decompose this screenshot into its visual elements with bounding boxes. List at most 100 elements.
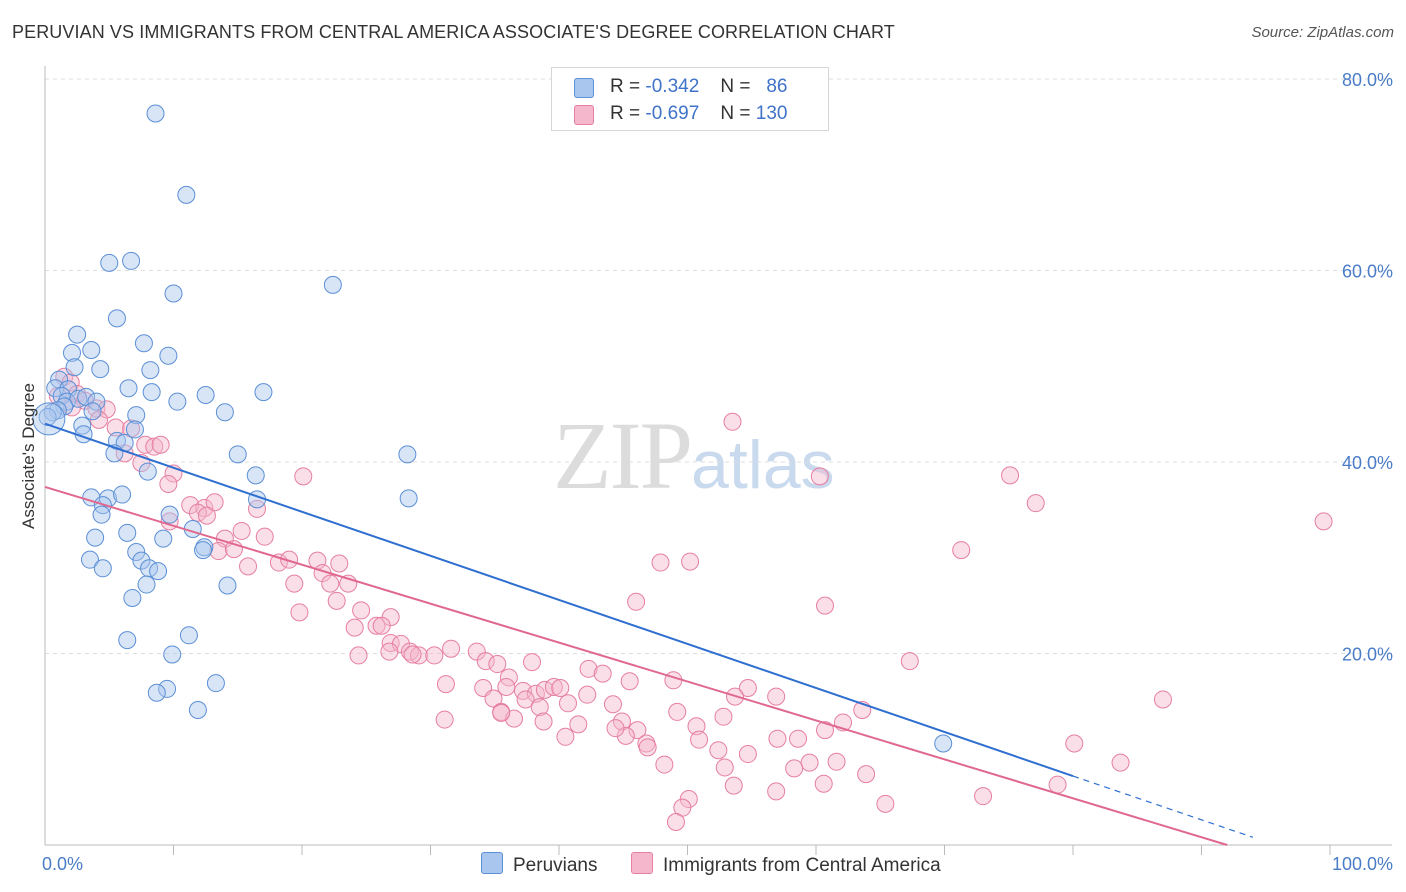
data-point-immigrants: [484, 689, 503, 708]
data-point-immigrants: [690, 730, 709, 749]
data-point-immigrants: [285, 574, 304, 593]
y-tick-label: 20.0%: [1342, 645, 1393, 665]
data-point-immigrants: [709, 741, 728, 760]
data-point-peruvians: [69, 389, 88, 408]
data-point-peruvians: [83, 402, 102, 421]
data-point-peruvians: [132, 551, 151, 570]
data-point-peruvians: [159, 346, 178, 365]
data-point-peruvians: [91, 360, 110, 379]
data-point-immigrants: [612, 712, 631, 731]
data-point-immigrants: [197, 506, 216, 525]
legend-n-value: 86: [766, 76, 788, 97]
data-point-peruvians: [160, 505, 179, 524]
data-point-immigrants: [578, 685, 597, 704]
data-point-immigrants: [294, 467, 313, 486]
data-point-immigrants: [425, 646, 444, 665]
data-point-immigrants: [579, 659, 598, 678]
data-point-peruvians: [68, 325, 87, 344]
data-point-immigrants: [151, 435, 170, 454]
data-point-immigrants: [97, 400, 116, 419]
data-point-peruvians: [138, 462, 157, 481]
data-point-peruvians: [323, 275, 342, 294]
data-point-peruvians: [934, 734, 953, 753]
data-point-immigrants: [409, 646, 428, 665]
data-point-peruvians: [62, 343, 81, 362]
data-point-immigrants: [1001, 466, 1020, 485]
data-point-peruvians: [218, 576, 237, 595]
data-point-peruvians: [134, 334, 153, 353]
data-point-immigrants: [738, 745, 757, 764]
data-point-peruvians: [87, 392, 106, 411]
data-point-immigrants: [136, 435, 155, 454]
legend-n-label: N =: [720, 103, 751, 124]
data-point-immigrants: [606, 719, 625, 738]
data-point-immigrants: [628, 721, 647, 740]
data-point-immigrants: [205, 493, 224, 512]
trend-line-peruvians-extension: [1072, 775, 1254, 838]
bottom-legend-immigrants: Immigrants from Central America: [631, 852, 941, 877]
data-point-immigrants: [876, 794, 895, 813]
data-point-immigrants: [767, 782, 786, 801]
data-point-immigrants: [715, 758, 734, 777]
x-tick-label-min: 0.0%: [42, 854, 83, 874]
data-point-immigrants: [664, 671, 683, 690]
data-point-immigrants: [952, 541, 971, 560]
legend-n-value: 130: [755, 103, 788, 124]
data-point-peruvians: [149, 562, 168, 581]
data-point-peruvians: [92, 505, 111, 524]
data-point-peruvians: [188, 700, 207, 719]
data-point-immigrants: [681, 552, 700, 571]
data-point-peruvians: [123, 588, 142, 607]
data-point-peruvians: [228, 445, 247, 464]
data-point-immigrants: [159, 475, 178, 494]
data-point-peruvians: [107, 309, 126, 328]
data-point-immigrants: [1065, 734, 1084, 753]
data-point-peruvians: [46, 379, 65, 398]
data-point-peruvians: [82, 340, 101, 359]
data-point-peruvians: [127, 406, 146, 425]
legend-r-label: R =: [610, 76, 641, 97]
data-point-immigrants: [738, 678, 757, 697]
data-point-peruvians: [246, 466, 265, 485]
y-axis-label: Associate's Degree: [19, 383, 38, 529]
bottom-legend-swatch-blue: [481, 852, 503, 874]
data-point-peruvians: [168, 392, 187, 411]
data-point-immigrants: [857, 765, 876, 784]
data-point-immigrants: [815, 721, 834, 740]
data-point-immigrants: [523, 653, 542, 672]
data-point-immigrants: [372, 616, 391, 635]
data-point-immigrants: [668, 702, 687, 721]
data-point-immigrants: [789, 729, 808, 748]
legend-swatch-blue: [574, 78, 594, 98]
data-point-peruvians: [158, 679, 177, 698]
data-point-immigrants: [435, 710, 454, 729]
data-point-peruvians: [163, 645, 182, 664]
data-point-peruvians: [142, 383, 161, 402]
data-point-peruvians: [146, 104, 165, 123]
data-point-immigrants: [651, 553, 670, 572]
data-point-immigrants: [488, 655, 507, 674]
data-point-peruvians: [118, 631, 137, 650]
y-tick-label: 60.0%: [1342, 262, 1393, 282]
bottom-legend-peruvians: Peruvians: [481, 852, 598, 877]
data-point-immigrants: [827, 752, 846, 771]
axes: [44, 66, 1392, 855]
data-point-peruvians: [113, 485, 132, 504]
data-point-immigrants: [687, 717, 706, 736]
data-point-peruvians: [141, 361, 160, 380]
data-point-immigrants: [603, 695, 622, 714]
data-point-immigrants: [106, 418, 125, 437]
data-point-immigrants: [181, 496, 200, 515]
data-point-peruvians: [65, 358, 84, 377]
trend-line-immigrants: [44, 485, 1228, 846]
data-point-immigrants: [534, 712, 553, 731]
data-point-peruvians: [80, 550, 99, 569]
data-point-peruvians: [195, 538, 214, 557]
data-point-immigrants: [627, 592, 646, 611]
data-point-immigrants: [330, 554, 349, 573]
data-point-peruvians: [399, 489, 418, 508]
data-point-peruvians: [206, 674, 225, 693]
data-point-peruvians: [154, 529, 173, 548]
data-point-immigrants: [974, 787, 993, 806]
